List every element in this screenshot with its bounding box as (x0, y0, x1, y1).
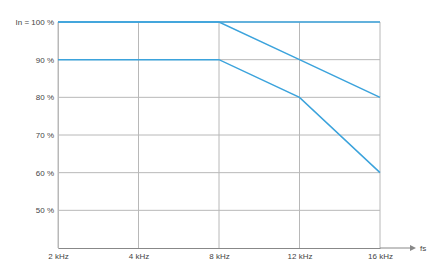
grid-line (138, 22, 139, 248)
x-tick: 8 kHz (209, 248, 229, 261)
grid-line (58, 22, 59, 248)
y-axis-line (58, 23, 59, 249)
x-tick-label: 2 kHz (48, 252, 68, 261)
y-tick-label: 90 % (36, 56, 54, 65)
x-tick: 16 kHz (368, 248, 393, 261)
chart: 50 % 60 % 70 % 80 % 90 % In = 100 % 2 kHz 4 kHz… (0, 0, 439, 267)
x-tick: 2 kHz (48, 248, 68, 261)
axis-arrow-head (410, 245, 416, 251)
y-tick-label: 50 % (36, 206, 54, 215)
lines (58, 22, 380, 173)
y-tick: 70 % (36, 131, 58, 140)
y-tick: 90 % (36, 56, 58, 65)
x-tick: 12 kHz (288, 248, 313, 261)
x-axis-title: fs (420, 244, 426, 253)
y-tick-label: In = 100 % (16, 18, 54, 27)
grid-line (219, 22, 220, 248)
x-tick-label: 16 kHz (368, 252, 393, 261)
y-tick-label: 70 % (36, 131, 54, 140)
y-axis: 50 % 60 % 70 % 80 % 90 % In = 100 % (16, 18, 59, 248)
y-tick-label: 60 % (36, 169, 54, 178)
x-tick-label: 8 kHz (209, 252, 229, 261)
x-tick: 4 kHz (129, 248, 149, 261)
y-tick: 80 % (36, 93, 58, 102)
axis-arrow-line (380, 248, 410, 249)
y-tick: 50 % (36, 206, 58, 215)
grid-line (299, 22, 300, 248)
y-tick: In = 100 % (16, 18, 58, 27)
grid-line (380, 22, 381, 248)
grid (58, 22, 380, 248)
y-tick-label: 80 % (36, 93, 54, 102)
x-tick-label: 12 kHz (288, 252, 313, 261)
x-axis: 2 kHz 4 kHz 8 kHz 12 kHz 16 kHz (48, 248, 393, 261)
x-tick-label: 4 kHz (129, 252, 149, 261)
series-line (58, 60, 380, 173)
x-axis-line (59, 248, 381, 249)
y-tick: 60 % (36, 169, 58, 178)
